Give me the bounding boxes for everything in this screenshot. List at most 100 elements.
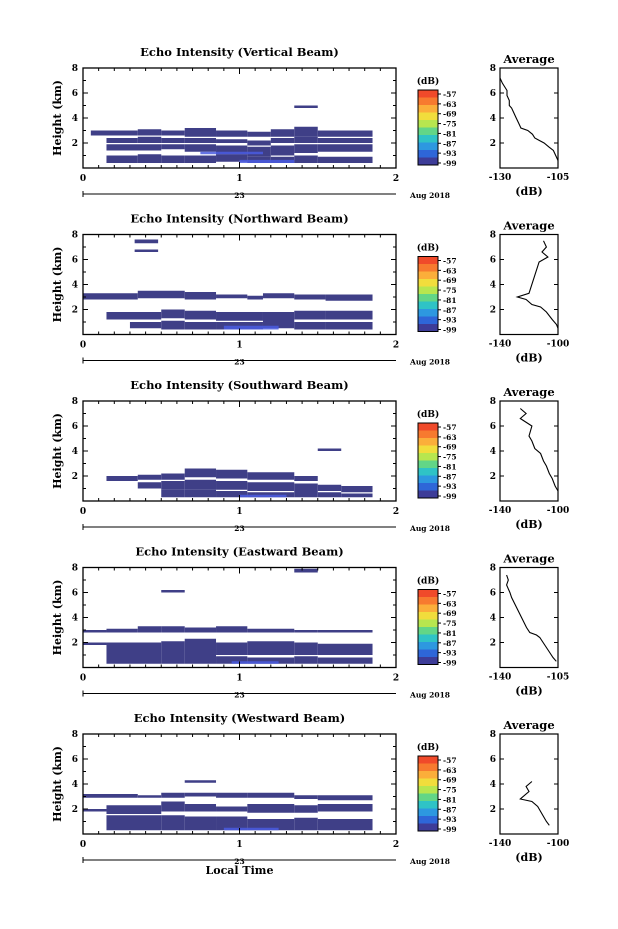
y-tick-label: 6 bbox=[72, 422, 78, 432]
y-tick-label: 2 bbox=[72, 472, 78, 482]
heatmap-cell bbox=[294, 105, 318, 108]
profile-y-tick-label: 8 bbox=[490, 730, 496, 740]
heatmap-cell bbox=[137, 474, 162, 480]
colorbar-label: -57 bbox=[443, 756, 457, 765]
y-axis-label: Height (km) bbox=[51, 580, 64, 656]
heatmap-cell bbox=[247, 140, 271, 146]
heatmap-cell bbox=[317, 138, 373, 143]
x-tick-label: 2 bbox=[393, 507, 399, 517]
profile-x-tick-label: -100 bbox=[547, 340, 570, 350]
heatmap-cell bbox=[83, 642, 107, 645]
colorbar-label: -87 bbox=[443, 805, 457, 814]
y-axis-label: Height (km) bbox=[51, 746, 64, 822]
heatmap-cell bbox=[216, 806, 248, 812]
x-tick-label: 0 bbox=[80, 341, 86, 351]
y-tick-label: 8 bbox=[72, 397, 78, 407]
colorbar-label: -63 bbox=[443, 266, 457, 275]
colorbar-segment bbox=[418, 634, 438, 643]
profile-y-tick-label: 2 bbox=[490, 805, 496, 815]
heatmap-cell bbox=[161, 590, 185, 593]
profile-title: Average bbox=[502, 385, 554, 399]
colorbar-segment bbox=[418, 627, 438, 635]
heatmap-cell bbox=[247, 819, 295, 831]
heatmap-cell bbox=[294, 136, 318, 143]
profile-y-tick-label: 8 bbox=[490, 64, 496, 74]
heatmap-cell bbox=[239, 159, 295, 163]
heatmap-cell bbox=[294, 476, 318, 481]
colorbar-frame bbox=[417, 422, 439, 499]
heatmap-cell bbox=[106, 628, 138, 633]
heatmap-cell bbox=[294, 795, 318, 799]
y-tick-label: 4 bbox=[72, 281, 78, 291]
profile-y-tick-label: 6 bbox=[490, 755, 496, 765]
colorbar-label: -63 bbox=[443, 433, 457, 442]
profile-x-label: (dB) bbox=[515, 352, 542, 365]
colorbar-segment bbox=[418, 823, 438, 832]
x-tick-label: 2 bbox=[393, 174, 399, 184]
colorbar-label: -81 bbox=[443, 296, 457, 305]
colorbar-label: -63 bbox=[443, 766, 457, 775]
heatmap-cell bbox=[341, 486, 373, 493]
heatmap-cell bbox=[247, 295, 263, 300]
colorbar-label: -57 bbox=[443, 90, 457, 99]
x-tick-label: 1 bbox=[236, 507, 242, 517]
heatmap-cell bbox=[270, 145, 295, 156]
colorbar-label: -99 bbox=[443, 825, 457, 834]
panel-1: Echo Intensity (Vertical Beam) Height (km… bbox=[51, 45, 569, 200]
colorbar: (dB) -57-63-69-75-81-87-93-99 bbox=[417, 576, 457, 668]
heatmap-cell bbox=[106, 655, 162, 664]
y-tick-label: 2 bbox=[72, 306, 78, 316]
heatmap-cell bbox=[247, 641, 295, 655]
heatmap-cell bbox=[106, 805, 162, 814]
day-label: 23 bbox=[234, 524, 244, 533]
heatmap-cell bbox=[239, 494, 287, 498]
colorbar-label: -87 bbox=[443, 139, 457, 148]
heatmap-cell bbox=[137, 136, 162, 143]
heatmap-cell bbox=[83, 630, 107, 633]
heatmap-cell bbox=[216, 154, 248, 162]
y-tick-label: 8 bbox=[72, 564, 78, 574]
y-tick-label: 8 bbox=[72, 64, 78, 74]
profile-x-tick-label: -140 bbox=[489, 673, 512, 683]
heatmap-cell bbox=[161, 144, 185, 150]
colorbar-segment bbox=[418, 150, 438, 158]
heatmap-cell bbox=[294, 310, 326, 320]
colorbar-label: -63 bbox=[443, 100, 457, 109]
colorbar-segment bbox=[418, 445, 438, 454]
heatmap-cell bbox=[294, 483, 318, 491]
colorbar-segment bbox=[418, 816, 438, 824]
profile-x-tick-label: -100 bbox=[547, 506, 570, 516]
profile-frame bbox=[499, 233, 559, 336]
day-label: 23 bbox=[234, 691, 244, 700]
y-tick-label: 2 bbox=[72, 139, 78, 149]
colorbar-segment bbox=[418, 256, 438, 265]
colorbar-segment bbox=[418, 619, 438, 628]
profile-y-tick-label: 2 bbox=[490, 472, 496, 482]
x-tick-label: 2 bbox=[393, 341, 399, 351]
average-profile: Average 2 4 6 8 -130 -105 (dB) bbox=[489, 52, 570, 198]
colorbar-label: -69 bbox=[443, 443, 457, 452]
month-label: Aug 2018 bbox=[409, 358, 450, 367]
heatmap-cell bbox=[216, 656, 248, 664]
heatmap-cell bbox=[83, 794, 138, 798]
colorbar-label: -75 bbox=[443, 120, 457, 129]
heatmap-cell bbox=[294, 144, 318, 153]
colorbar-label: -93 bbox=[443, 649, 457, 658]
colorbar-label: -75 bbox=[443, 619, 457, 628]
colorbar-segment bbox=[418, 589, 438, 598]
colorbar-segment bbox=[418, 120, 438, 128]
colorbar-segment bbox=[418, 453, 438, 461]
profile-x-label: (dB) bbox=[515, 518, 542, 531]
colorbar-label: -63 bbox=[443, 599, 457, 608]
heatmap-cell bbox=[184, 292, 217, 300]
heatmap-cell bbox=[231, 661, 279, 664]
x-tick-label: 2 bbox=[393, 674, 399, 684]
heatmap-cell bbox=[294, 322, 326, 330]
heatmap-cell bbox=[317, 819, 373, 831]
heatmap-cell bbox=[200, 151, 263, 155]
heatmap-cell bbox=[161, 320, 185, 330]
colorbar-label: -69 bbox=[443, 110, 457, 119]
heatmap-cell bbox=[106, 476, 138, 481]
y-tick-label: 4 bbox=[72, 447, 78, 457]
colorbar-segment bbox=[418, 112, 438, 121]
